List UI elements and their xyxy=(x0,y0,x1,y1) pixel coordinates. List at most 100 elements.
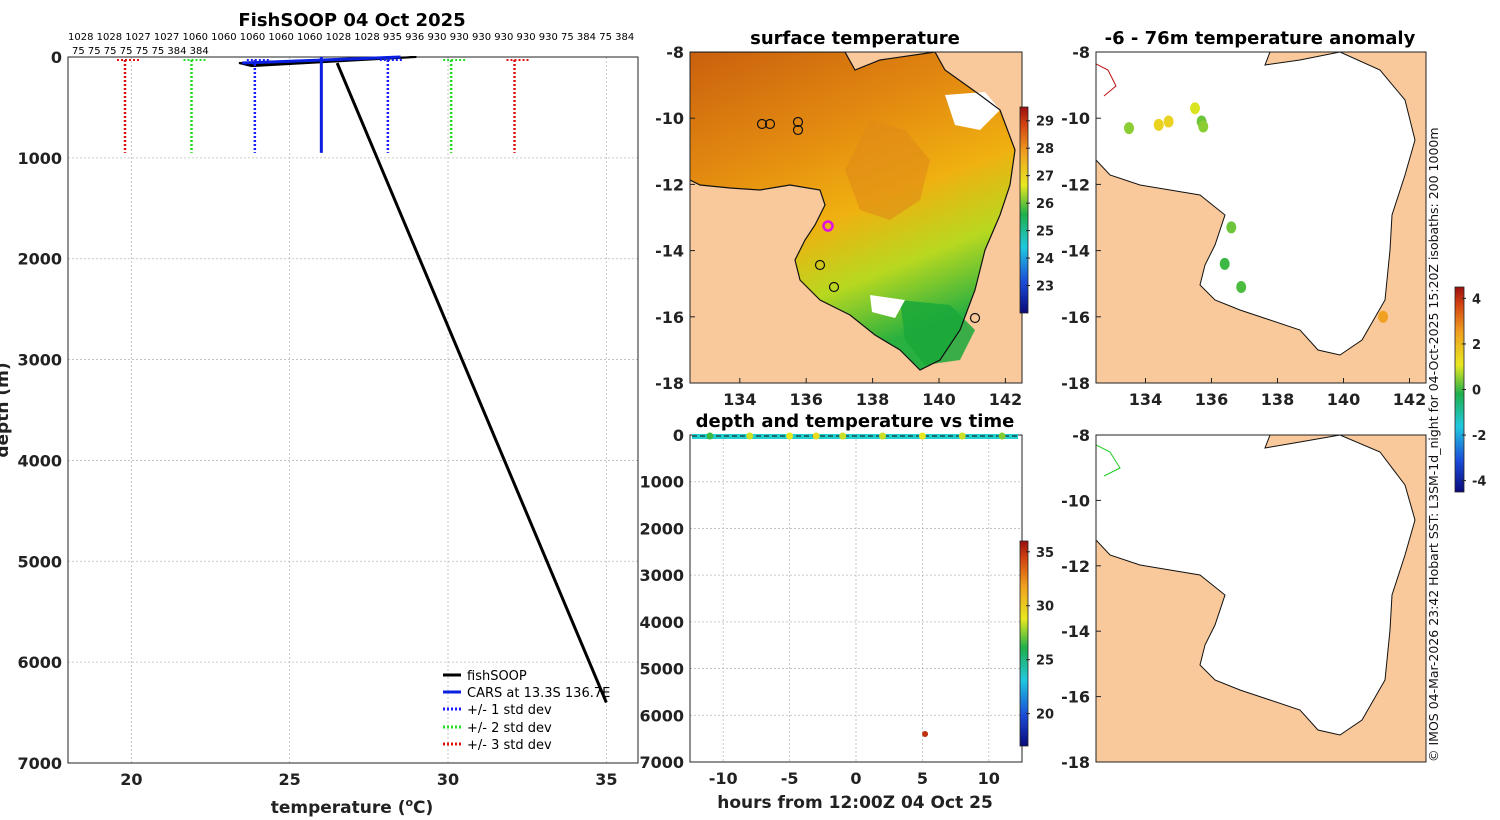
anomaly-point xyxy=(1198,120,1209,133)
sst-xtick-label: 134 xyxy=(723,390,756,409)
sst-obs-marker xyxy=(814,259,826,271)
lower-map-panel: -8 -10 -12 -14 -16 -18 xyxy=(1061,426,1427,772)
profile-ylabel: depth (m) xyxy=(0,362,13,457)
sst-colorbar-tick-label: 23 xyxy=(1036,280,1054,295)
sst-xtick-label: 136 xyxy=(789,390,822,409)
anomaly-ytick-label: -8 xyxy=(1072,43,1090,62)
timeplot-colorbar-tick-label: 20 xyxy=(1036,708,1054,723)
anomaly-point xyxy=(1226,221,1237,234)
sst-title: surface temperature xyxy=(750,28,960,49)
sst-obs-marker xyxy=(764,118,776,130)
sst-cloud-1 xyxy=(945,92,1000,130)
timeplot-colorbar xyxy=(1019,540,1029,747)
timeplot-surface-point xyxy=(786,432,794,440)
anomaly-axes xyxy=(1095,51,1427,384)
profile-xtick-label: 35 xyxy=(595,770,617,789)
sst-coastline xyxy=(690,52,1016,371)
timeplot-xtick-label: 10 xyxy=(978,769,1000,788)
timeplot-ytick-label: 0 xyxy=(673,426,684,445)
sst-xtick-label: 138 xyxy=(856,390,889,409)
sst-xtick-label: 142 xyxy=(989,390,1022,409)
sst-ocean-field xyxy=(690,52,1015,370)
lower-map-ytick-label: -14 xyxy=(1061,622,1090,641)
sst-colorbar-tick-label: 27 xyxy=(1036,170,1054,185)
timeplot-surface-point xyxy=(706,432,714,440)
anomaly-ytick-label: -18 xyxy=(1061,374,1090,393)
anomaly-point xyxy=(1124,122,1134,135)
timeplot-xtick-label: 5 xyxy=(917,769,928,788)
profile-ytick-label: 7000 xyxy=(17,754,62,773)
sst-cool-patch xyxy=(900,300,975,365)
sst-colorbar-tick-label: 29 xyxy=(1036,115,1054,130)
sst-xtick-label: 140 xyxy=(922,390,955,409)
anomaly-point xyxy=(1153,118,1164,131)
timeplot-colorbar-tick-label: 25 xyxy=(1036,654,1054,669)
sst-colorbar xyxy=(1019,106,1029,314)
timeplot-xtick-label: -5 xyxy=(781,769,799,788)
timeplot-title: depth and temperature vs time xyxy=(696,411,1015,432)
profile-ytick-label: 4000 xyxy=(17,451,62,470)
profile-y-ticks: 0 1000 2000 3000 4000 5000 6000 7000 xyxy=(17,48,62,773)
sst-obs-marker xyxy=(792,124,804,136)
profile-cars-surface-segment xyxy=(242,55,401,65)
profile-ytick-label: 6000 xyxy=(17,653,62,672)
timeplot-xtick-label: 0 xyxy=(850,769,861,788)
profile-xtick-label: 20 xyxy=(120,770,142,789)
anomaly-xtick-label: 136 xyxy=(1195,390,1228,409)
timeplot-panel: depth and temperature vs time -10 -5 0 5 10 … xyxy=(639,411,1054,813)
profile-top-labels-row2: 75 75 75 75 75 75 384 384 xyxy=(72,46,209,57)
legend-label-std2: +/- 2 std dev xyxy=(467,721,552,736)
timeplot-ytick-label: 6000 xyxy=(639,706,684,725)
anomaly-ytick-label: -16 xyxy=(1061,308,1090,327)
sst-colorbar-tick-label: 24 xyxy=(1036,252,1054,267)
timeplot-surface-point xyxy=(879,432,887,440)
timeplot-colorbar-tick-label: 30 xyxy=(1036,600,1054,615)
profile-x-ticks: 20 25 30 35 xyxy=(120,770,617,789)
sst-observation-markers xyxy=(756,116,981,324)
profile-series xyxy=(117,55,608,704)
anomaly-point xyxy=(1163,115,1174,128)
anomaly-x-ticks: 134 136 138 140 142 xyxy=(1129,378,1426,409)
timeplot-ytick-label: 5000 xyxy=(639,660,684,679)
anomaly-ytick-label: -10 xyxy=(1061,109,1090,128)
anomaly-xtick-label: 134 xyxy=(1129,390,1162,409)
profile-ytick-label: 3000 xyxy=(17,351,62,370)
timeplot-ytick-label: 1000 xyxy=(639,473,684,492)
sst-colorbar-ticks: 29 28 27 26 25 24 23 xyxy=(1026,115,1054,295)
side-attribution: © IMOS 04-Mar-2026 23:42 Hobart SST: L3S… xyxy=(1426,127,1441,762)
anomaly-xtick-label: 142 xyxy=(1393,390,1426,409)
lower-map-y-ticks: -8 -10 -12 -14 -16 -18 xyxy=(1061,426,1101,772)
anomaly-xtick-label: 140 xyxy=(1327,390,1360,409)
anomaly-y-ticks: -8 -10 -12 -14 -16 -18 xyxy=(1061,43,1101,393)
timeplot-colorbar-ticks: 35 30 25 20 xyxy=(1026,546,1054,723)
timeplot-surface-point xyxy=(746,432,754,440)
timeplot-ytick-label: 3000 xyxy=(639,566,684,585)
sst-map xyxy=(690,52,1022,383)
sst-colorbar-tick-label: 26 xyxy=(1036,197,1054,212)
anomaly-panel: -6 - 76m temperature anomaly 134 136 138 14… xyxy=(1061,28,1486,493)
timeplot-surface-point xyxy=(958,432,966,440)
sst-y-ticks: -8 -10 -12 -14 -16 -18 xyxy=(655,43,695,393)
timeplot-point xyxy=(922,730,929,737)
anomaly-colorbar-tick-label: 4 xyxy=(1472,292,1481,307)
timeplot-surface-point xyxy=(998,432,1006,440)
timeplot-surface-point xyxy=(812,432,820,440)
timeplot-xtick-label: -10 xyxy=(709,769,738,788)
timeplot-y-ticks: 0 1000 2000 3000 4000 5000 6000 7000 xyxy=(639,426,684,772)
timeplot-surface-point xyxy=(839,432,847,440)
sst-ytick-label: -16 xyxy=(655,308,684,327)
sst-ytick-label: -12 xyxy=(655,175,684,194)
anomaly-ytick-label: -14 xyxy=(1061,242,1090,261)
profile-xlabel: temperature (oC) xyxy=(271,796,434,818)
timeplot-xlabel: hours from 12:00Z 04 Oct 25 xyxy=(717,793,993,813)
profile-ytick-label: 1000 xyxy=(17,149,62,168)
lower-map-ytick-label: -8 xyxy=(1072,426,1090,445)
sst-current-location-marker xyxy=(822,220,834,232)
lower-map-axes xyxy=(1095,434,1427,763)
profile-axes xyxy=(67,56,639,764)
lower-map-land xyxy=(1096,435,1426,762)
sst-panel: surface temperature 134 136 138 140 142 -8 -1… xyxy=(655,28,1054,409)
legend-label-cars: CARS at 13.3S 136.7E xyxy=(467,686,610,701)
profile-legend: fishSOOP CARS at 13.3S 136.7E +/- 1 std … xyxy=(443,669,610,753)
legend-label-std3: +/- 3 std dev xyxy=(467,738,552,753)
